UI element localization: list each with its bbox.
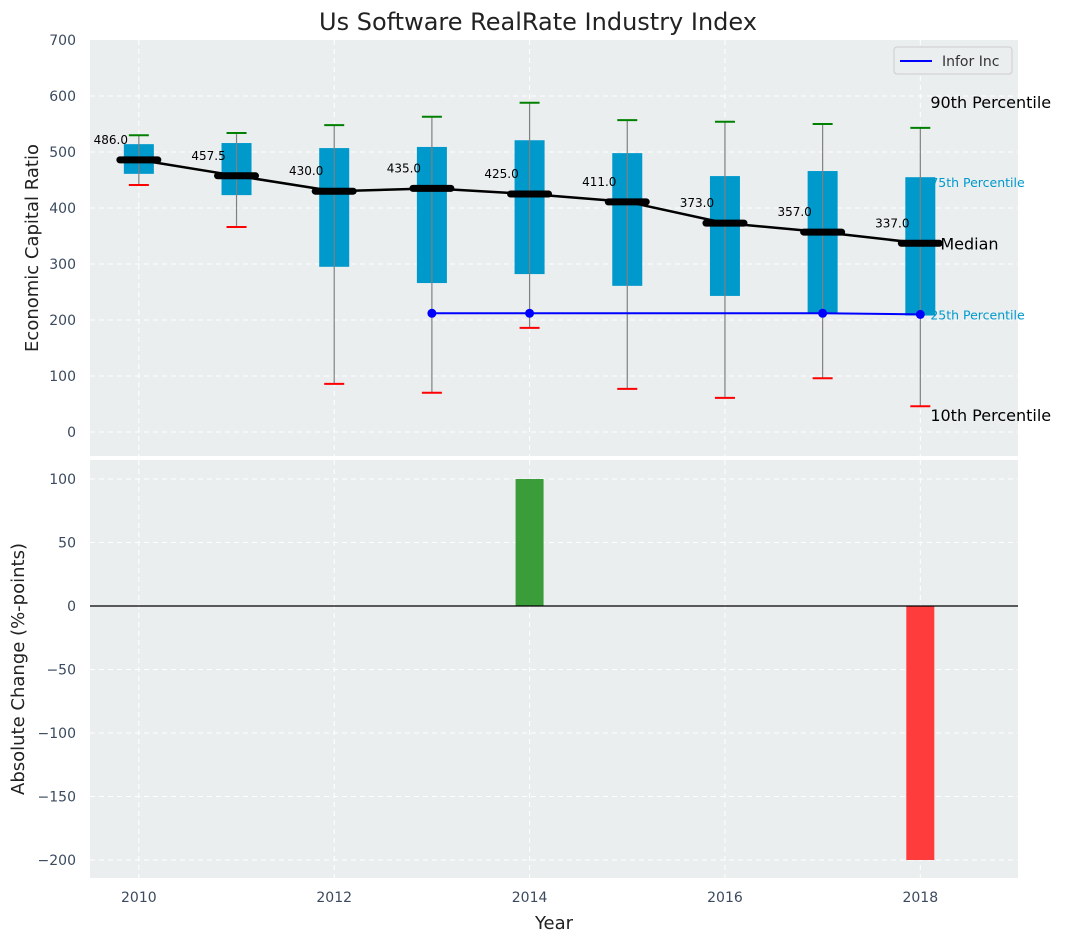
- infor-point: [915, 309, 925, 319]
- median-value-label: 373.0: [680, 196, 714, 210]
- median-value-label: 486.0: [94, 133, 128, 147]
- bottom-y-tick-label: 100: [49, 472, 76, 488]
- bottom-y-axis-label: Absolute Change (%-points): [8, 543, 29, 795]
- p10-label: 10th Percentile: [930, 406, 1051, 425]
- x-tick-label: 2012: [316, 890, 352, 906]
- bottom-grid: [90, 460, 1018, 878]
- median-value-label: 357.0: [777, 205, 811, 219]
- top-y-tick-label: 300: [49, 257, 76, 273]
- infor-line: [431, 312, 921, 316]
- median-value-label: 411.0: [582, 175, 616, 189]
- bottom-y-tick-label: −200: [38, 853, 76, 869]
- x-tick-label: 2016: [707, 890, 743, 906]
- median-value-label: 435.0: [387, 161, 421, 175]
- top-y-tick-label: 200: [49, 313, 76, 329]
- chart-title: Us Software RealRate Industry Index: [319, 8, 757, 36]
- top-y-tick-label: 100: [49, 369, 76, 385]
- median-value-label: 457.5: [191, 149, 225, 163]
- change-bar: [906, 606, 935, 860]
- p90-label: 90th Percentile: [930, 93, 1051, 112]
- x-ticks: 2010 2012 2014 2016 2018: [121, 890, 938, 906]
- x-tick-label: 2014: [512, 890, 548, 906]
- top-y-tick-label: 0: [67, 425, 76, 441]
- change-bar: [515, 479, 544, 606]
- bottom-y-tick-label: 0: [67, 599, 76, 615]
- legend: Infor Inc: [893, 46, 1013, 75]
- legend-label-infor: Infor Inc: [942, 54, 999, 70]
- top-plot-area: [90, 40, 1018, 456]
- top-y-tick-label: 700: [49, 33, 76, 49]
- p25-label: 25th Percentile: [930, 308, 1025, 323]
- top-y-tick-label: 400: [49, 201, 76, 217]
- bottom-y-tick-label: −100: [38, 726, 76, 742]
- infor-point: [525, 308, 535, 318]
- bottom-y-tick-label: −50: [46, 663, 76, 679]
- infor-point: [818, 308, 828, 318]
- top-y-tick-label: 600: [49, 89, 76, 105]
- median-value-label: 430.0: [289, 164, 323, 178]
- infor-point: [427, 308, 437, 318]
- median-label: Median: [940, 234, 998, 253]
- bottom-marks: [90, 479, 1018, 860]
- top-marks: 486.0 457.5 430.0 435.0 425.0 411.0 373.0 357.0…: [94, 93, 1051, 425]
- median-value-label: 337.0: [875, 216, 909, 230]
- x-tick-label: 2018: [902, 890, 938, 906]
- x-axis-label: Year: [534, 913, 574, 934]
- top-y-axis-label: Economic Capital Ratio: [22, 144, 43, 352]
- p75-label: 75th Percentile: [930, 175, 1025, 190]
- bottom-y-tick-label: −150: [38, 790, 76, 806]
- top-y-ticks: 0 100 200 300 400 500 600 700: [49, 33, 76, 441]
- bottom-y-tick-label: 50: [58, 536, 76, 552]
- x-tick-label: 2010: [121, 890, 157, 906]
- bottom-y-ticks: −200 −150 −100 −50 0 50 100: [38, 472, 76, 869]
- top-y-tick-label: 500: [49, 145, 76, 161]
- median-value-label: 425.0: [484, 167, 518, 181]
